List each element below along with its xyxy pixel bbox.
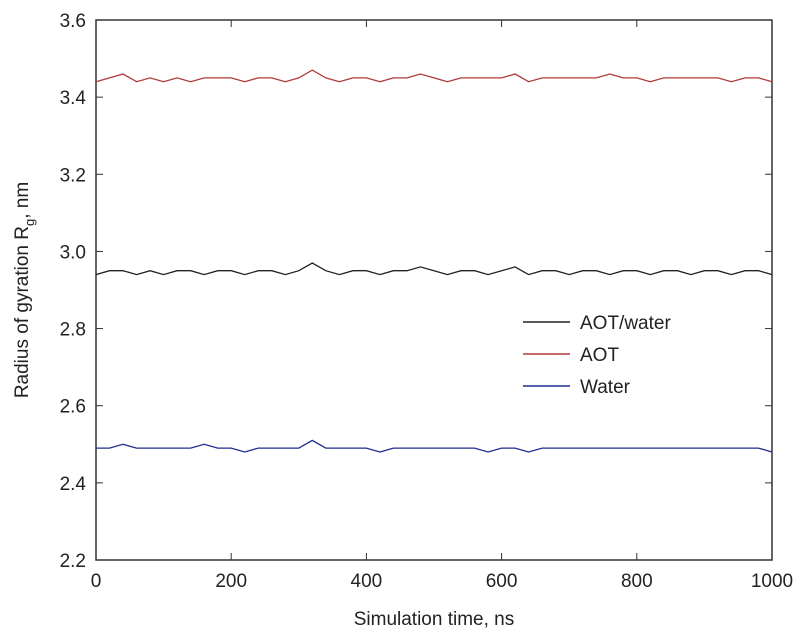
x-axis-label: Simulation time, ns (354, 609, 515, 630)
y-tick-label: 3.2 (60, 165, 86, 186)
y-axis-label-unit: , nm (12, 182, 33, 219)
y-tick-label: 3.6 (60, 11, 86, 32)
x-tick-label: 1000 (751, 571, 793, 592)
legend-label: Water (580, 377, 631, 398)
x-tick-label: 0 (91, 571, 102, 592)
y-axis-label: Radius of gyration Rg, nm (12, 182, 37, 398)
legend-label: AOT (580, 345, 619, 366)
y-tick-label: 2.6 (60, 397, 86, 418)
x-tick-label: 200 (215, 571, 247, 592)
y-tick-label: 2.4 (60, 474, 87, 495)
legend-label: AOT/water (580, 313, 671, 334)
y-tick-label: 2.8 (60, 320, 86, 341)
y-axis-label-main: Radius of gyration R (12, 226, 33, 398)
y-tick-label: 3.0 (60, 242, 86, 263)
y-axis-label-sub: g (22, 219, 37, 226)
y-tick-label: 3.4 (60, 88, 87, 109)
x-tick-label: 800 (621, 571, 653, 592)
x-tick-label: 600 (486, 571, 518, 592)
y-tick-label: 2.2 (60, 551, 86, 572)
series-line (95, 262, 773, 276)
series-line (96, 439, 773, 453)
series-line (95, 69, 773, 83)
x-tick-label: 400 (351, 571, 383, 592)
plot-frame (95, 19, 773, 561)
